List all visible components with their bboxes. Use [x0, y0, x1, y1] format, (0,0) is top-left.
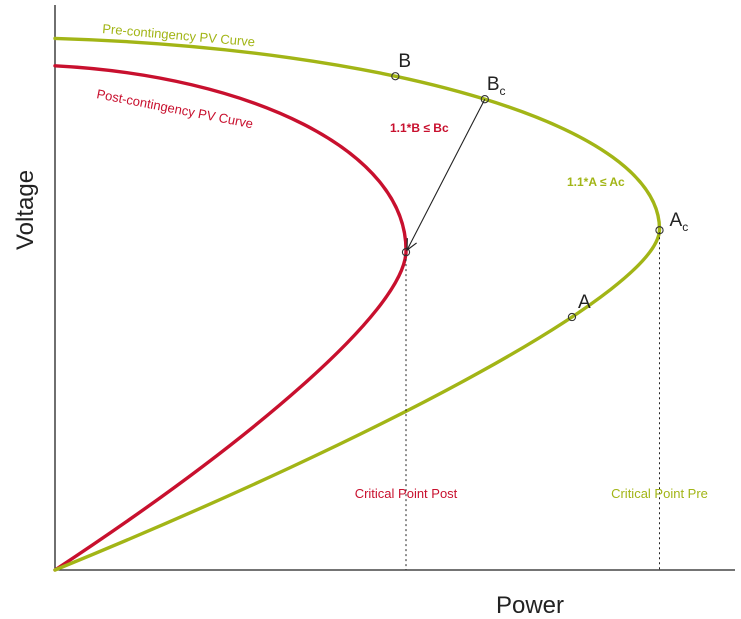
point-Ac — [655, 226, 664, 235]
point-label-A: A — [578, 292, 591, 313]
point-B — [391, 72, 400, 81]
chart-marks — [53, 36, 664, 572]
pre-contingency-curve — [53, 36, 662, 572]
point-Bc — [480, 95, 489, 104]
y-axis-title: Voltage — [12, 170, 39, 250]
point-label-Ac: Ac — [670, 210, 689, 234]
point-label-Bc: Bc — [487, 74, 506, 98]
shift-arrow-head — [406, 238, 417, 252]
critical-label-post: Critical Point Post — [355, 486, 458, 501]
x-axis-title: Power — [496, 592, 564, 619]
shift-arrow-line — [406, 98, 486, 251]
post-contingency-curve — [53, 64, 408, 572]
point-label-B: B — [398, 51, 411, 72]
point-Post — [401, 248, 411, 257]
annotation-a-rule: 1.1*A ≤ Ac — [567, 175, 625, 189]
annotation-b-rule: 1.1*B ≤ Bc — [390, 121, 449, 135]
post-curve-label: Post-contingency PV Curve — [95, 86, 254, 131]
critical-label-pre: Critical Point Pre — [611, 486, 708, 501]
point-A — [567, 312, 577, 322]
axes — [54, 5, 735, 571]
